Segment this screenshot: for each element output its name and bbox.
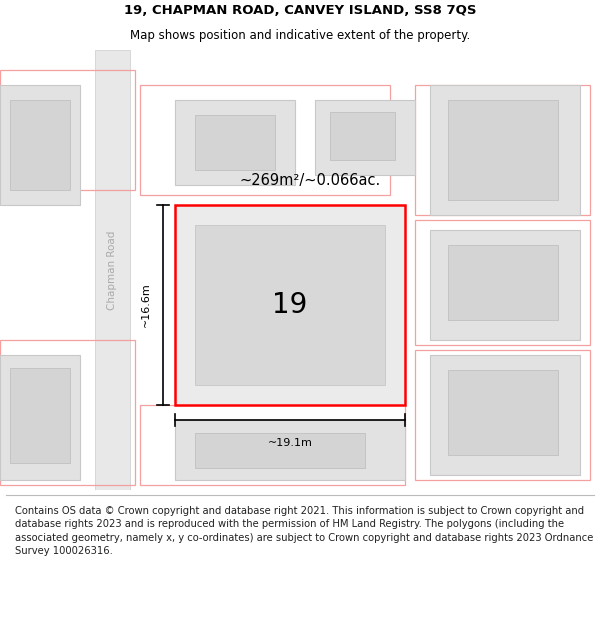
Bar [415, 220, 590, 345]
Bar [448, 370, 558, 455]
Bar [415, 85, 590, 215]
Text: ~269m²/~0.066ac.: ~269m²/~0.066ac. [239, 173, 380, 188]
Bar [430, 85, 580, 215]
Bar [175, 205, 405, 405]
Bar [315, 100, 415, 175]
Text: Contains OS data © Crown copyright and database right 2021. This information is : Contains OS data © Crown copyright and d… [15, 506, 593, 556]
Bar [10, 100, 70, 190]
Bar [10, 368, 70, 463]
Text: Chapman Road: Chapman Road [107, 230, 117, 309]
Bar [330, 112, 395, 160]
Bar [430, 230, 580, 340]
Text: ~19.1m: ~19.1m [268, 438, 313, 448]
Bar [0, 70, 135, 190]
Bar [0, 355, 80, 480]
Bar [195, 225, 385, 385]
Bar [140, 85, 390, 195]
Bar [175, 100, 295, 185]
Bar [0, 85, 80, 205]
Bar [175, 205, 405, 405]
Bar [448, 100, 558, 200]
Bar [95, 50, 130, 490]
Bar [415, 350, 590, 480]
Text: 19: 19 [272, 291, 308, 319]
Bar [430, 355, 580, 475]
Text: ~16.6m: ~16.6m [141, 282, 151, 328]
Bar [175, 420, 405, 480]
Text: Map shows position and indicative extent of the property.: Map shows position and indicative extent… [130, 29, 470, 42]
Text: 19, CHAPMAN ROAD, CANVEY ISLAND, SS8 7QS: 19, CHAPMAN ROAD, CANVEY ISLAND, SS8 7QS [124, 4, 476, 18]
Bar [0, 340, 135, 485]
Bar [448, 245, 558, 320]
Bar [195, 115, 275, 170]
Bar [195, 433, 365, 468]
Bar [140, 405, 405, 485]
